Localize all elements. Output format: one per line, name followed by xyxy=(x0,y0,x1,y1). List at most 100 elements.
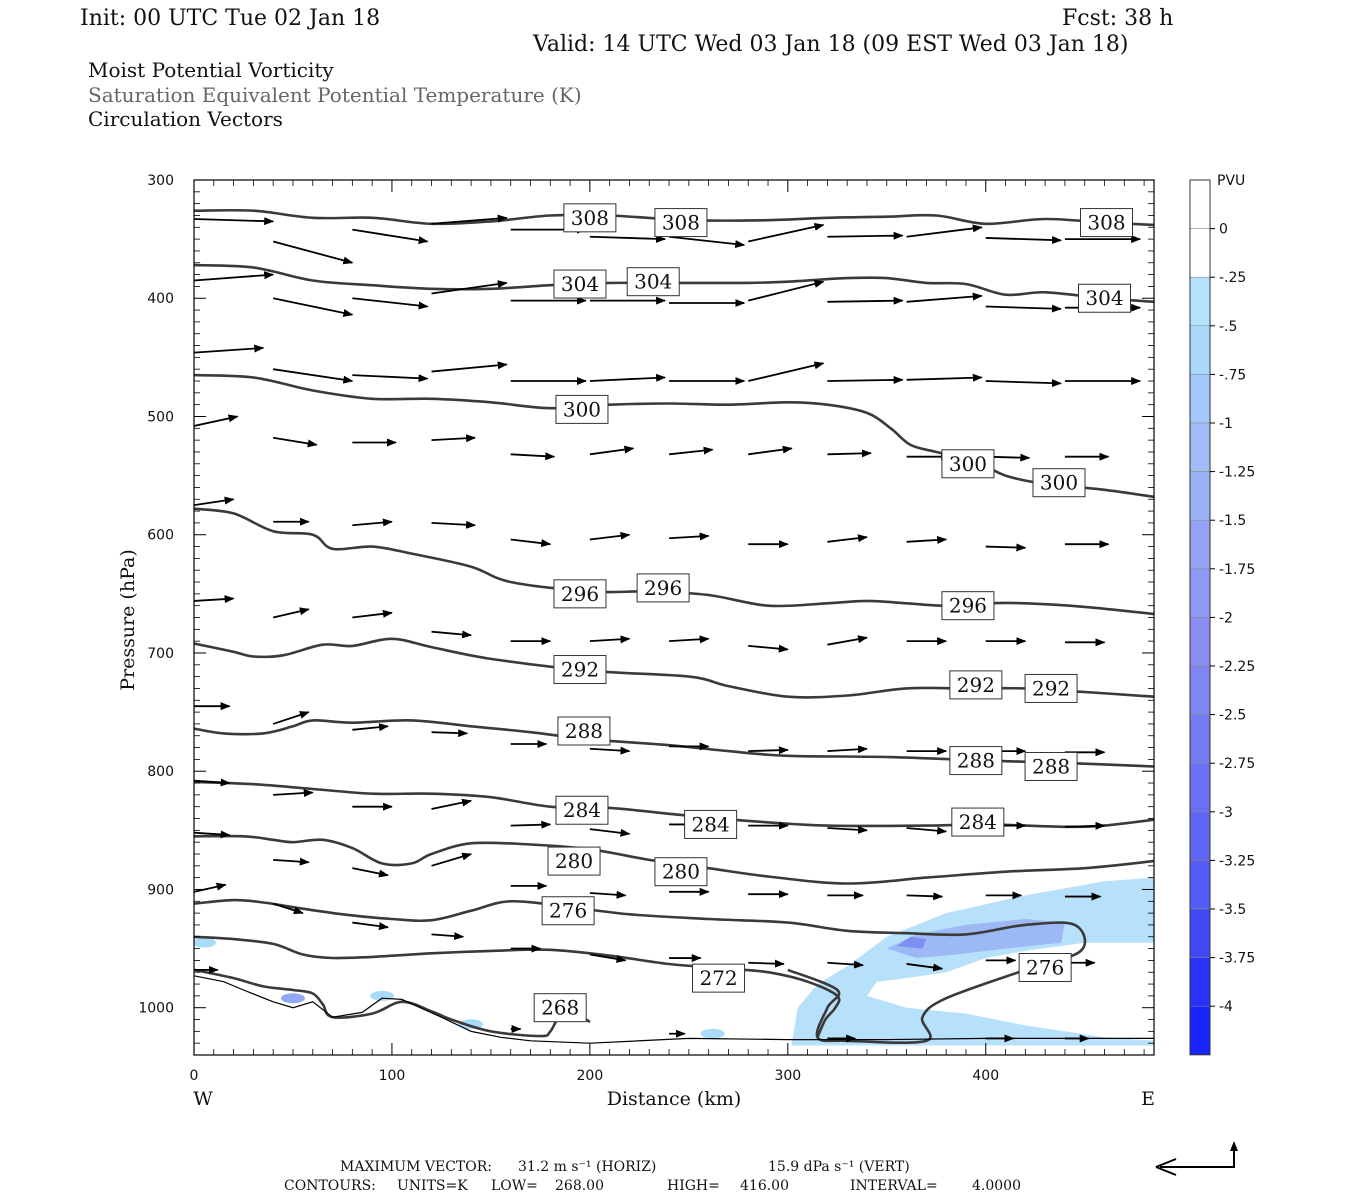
circulation-vector xyxy=(668,635,710,644)
colorbar-tick-label: -3.75 xyxy=(1219,951,1255,967)
terrain-outline xyxy=(194,975,1154,1044)
colorbar-tick-label: -1.75 xyxy=(1219,562,1255,578)
colorbar-tick-label: -2 xyxy=(1219,610,1233,626)
contour-label-276: 276 xyxy=(1018,953,1072,982)
colorbar-swatch xyxy=(1189,179,1211,229)
circulation-vector xyxy=(748,959,785,968)
contours-interval-label: INTERVAL= xyxy=(850,1178,938,1194)
colorbar-tick-label: -.25 xyxy=(1219,270,1246,286)
circulation-vector xyxy=(273,436,318,448)
y-tick-label: 500 xyxy=(147,409,174,425)
contour-label-268: 268 xyxy=(533,993,587,1023)
y-tick-label: 900 xyxy=(147,882,174,898)
colorbar-swatch xyxy=(1189,422,1211,472)
circulation-vector xyxy=(194,217,275,226)
colorbar-swatch xyxy=(1189,276,1211,327)
circulation-vector xyxy=(906,536,948,544)
contours-label: CONTOURS: xyxy=(284,1178,376,1194)
circulation-vector xyxy=(431,361,508,373)
circulation-vector xyxy=(827,231,904,240)
colorbar-swatch xyxy=(1189,762,1211,813)
max-vector-horiz: 31.2 m s⁻¹ (HORIZ) xyxy=(518,1159,656,1175)
colorbar-tick-label: -1.25 xyxy=(1219,465,1255,481)
svg-text:308: 308 xyxy=(1087,211,1125,235)
circulation-vector xyxy=(589,953,627,963)
circulation-vector xyxy=(510,538,552,548)
colorbar-tick-label: -.75 xyxy=(1219,367,1246,383)
circulation-vector xyxy=(194,595,235,604)
circulation-vector xyxy=(194,830,231,839)
colorbar-swatch xyxy=(1189,811,1211,861)
circulation-vector xyxy=(1064,821,1106,830)
circulation-vector xyxy=(827,534,868,543)
circulation-vector xyxy=(906,963,944,972)
svg-text:300: 300 xyxy=(949,452,987,476)
circulation-vector xyxy=(906,292,983,303)
circulation-vector xyxy=(510,452,556,461)
circulation-vector xyxy=(194,778,231,787)
svg-text:292: 292 xyxy=(1032,676,1070,700)
colorbar-tick-label: -1 xyxy=(1219,416,1233,432)
circulation-vector xyxy=(272,711,310,725)
colorbar-swatch xyxy=(1189,908,1211,958)
contour-label-288: 288 xyxy=(557,716,611,746)
contour-276 xyxy=(194,898,1087,1045)
circulation-vector xyxy=(827,449,872,458)
contour-label-280: 280 xyxy=(547,846,601,876)
circulation-vector xyxy=(668,532,710,541)
svg-text:288: 288 xyxy=(1032,754,1070,778)
circulation-vector xyxy=(985,236,1062,245)
contour-292 xyxy=(194,637,1154,699)
circulation-vector xyxy=(748,280,825,302)
colorbar-swatch xyxy=(1189,325,1211,375)
colorbar-tick-label: -3 xyxy=(1219,805,1233,821)
contour-label-296: 296 xyxy=(553,579,607,609)
x-axis-east-label: E xyxy=(1141,1088,1155,1110)
circulation-vector xyxy=(431,852,473,867)
circulation-vector xyxy=(827,745,868,754)
circulation-vector xyxy=(194,882,227,893)
contour-284 xyxy=(194,780,1154,829)
pv-region xyxy=(791,877,1154,1046)
circulation-vector xyxy=(985,543,1027,552)
y-axis-title: Pressure (hPa) xyxy=(117,549,139,691)
contour-label-280: 280 xyxy=(654,857,708,887)
contour-268 xyxy=(194,968,591,1038)
y-tick-label: 700 xyxy=(147,646,174,662)
contour-label-308: 308 xyxy=(1079,208,1133,238)
contour-label-272: 272 xyxy=(692,963,746,993)
circulation-vector xyxy=(431,520,477,529)
pv-patch xyxy=(370,990,395,1001)
circulation-vector xyxy=(748,445,793,456)
colorbar-swatch xyxy=(1189,519,1211,570)
contours-low-label: LOW= xyxy=(491,1178,538,1194)
circulation-vector xyxy=(352,228,429,245)
svg-text:296: 296 xyxy=(561,582,599,606)
colorbar-swatch xyxy=(1189,374,1211,424)
contour-280 xyxy=(194,834,1154,885)
colorbar-swatch xyxy=(1189,860,1211,910)
circulation-vector xyxy=(827,375,904,384)
circulation-vector xyxy=(352,723,389,732)
svg-text:288: 288 xyxy=(565,719,603,743)
x-axis-west-label: W xyxy=(193,1088,213,1110)
pv-patch xyxy=(280,993,305,1004)
circulation-vector xyxy=(589,531,631,541)
contour-label-304: 304 xyxy=(1078,283,1132,313)
circulation-vector xyxy=(431,434,477,443)
contour-label-300: 300 xyxy=(1032,468,1086,498)
reference-vector-icon xyxy=(1155,1141,1238,1176)
contour-label-292: 292 xyxy=(949,670,1003,700)
circulation-vector xyxy=(589,373,667,382)
y-tick-label: 300 xyxy=(147,173,174,189)
circulation-vector xyxy=(431,932,465,941)
contour-300 xyxy=(194,373,1154,499)
circulation-vector xyxy=(352,867,389,878)
circulation-vector xyxy=(352,374,429,383)
circulation-vector xyxy=(668,235,746,249)
colorbar-swatch xyxy=(1189,665,1211,715)
circulation-vector xyxy=(589,445,635,456)
svg-text:300: 300 xyxy=(563,397,601,421)
y-tick-label: 800 xyxy=(147,764,174,780)
x-tick-label: 200 xyxy=(577,1068,604,1084)
